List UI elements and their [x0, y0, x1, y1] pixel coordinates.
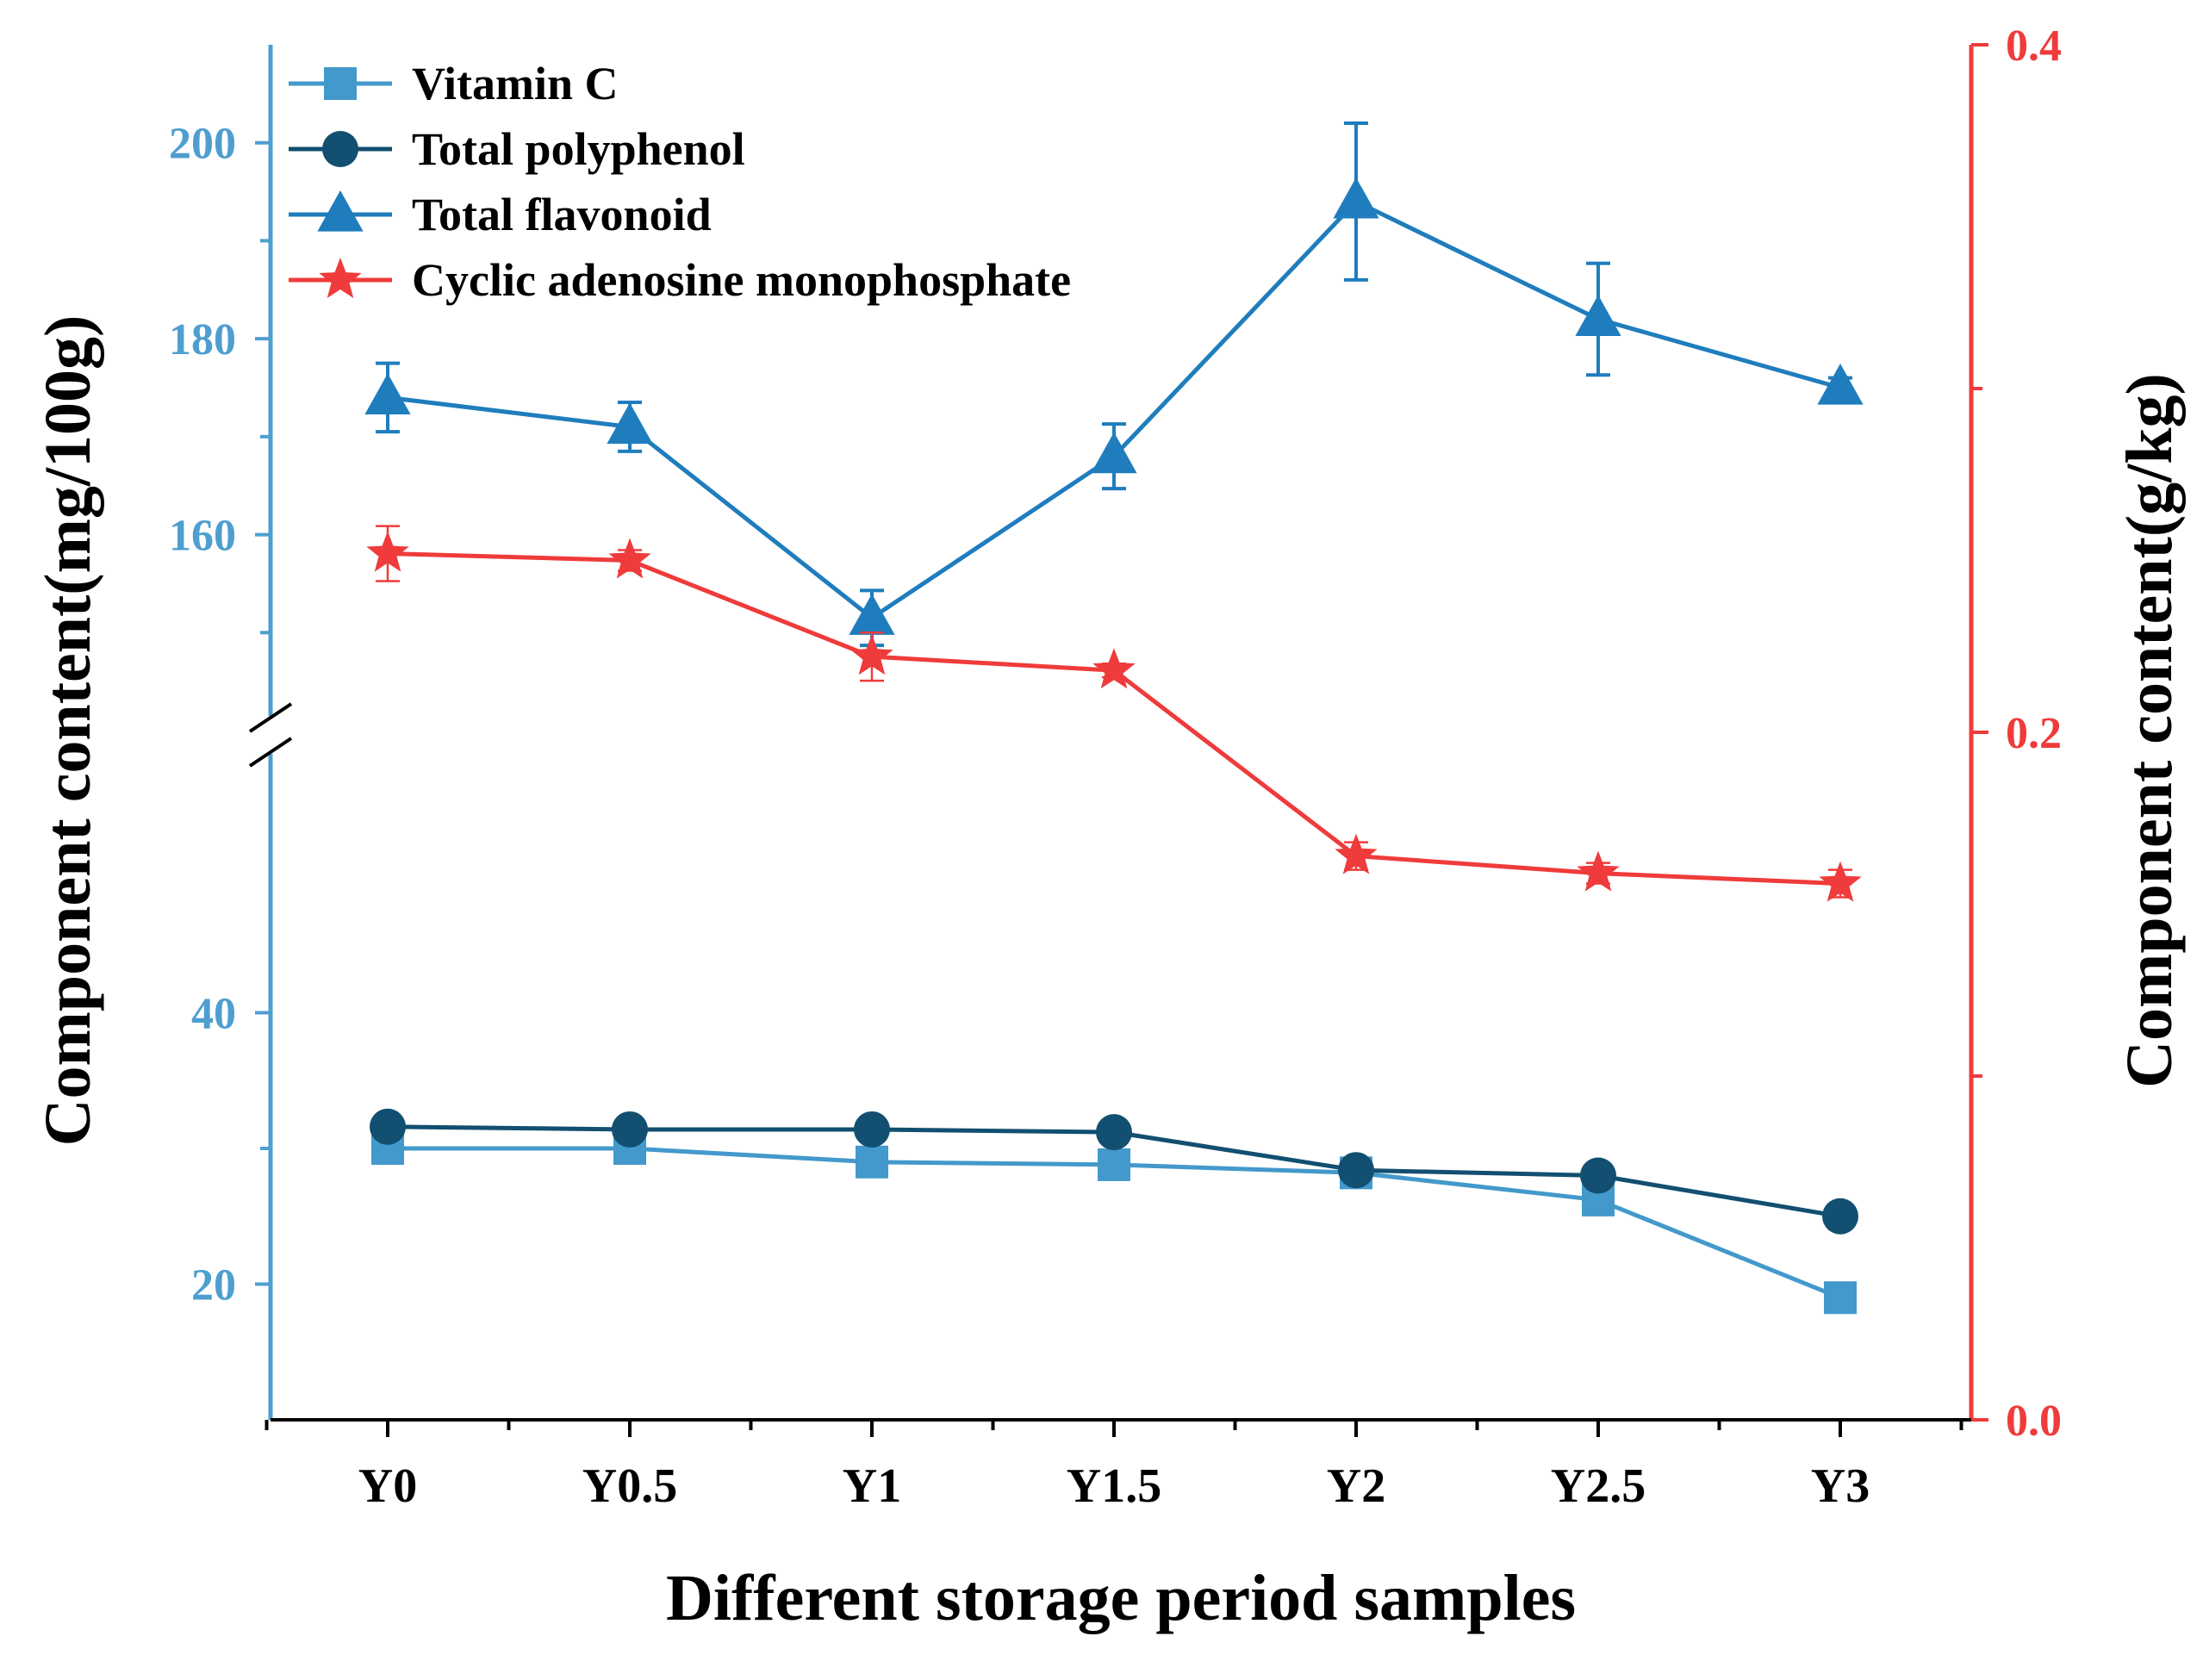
right-tick-label: 0.0 [2006, 1397, 2062, 1446]
left-tick-label: 200 [169, 120, 236, 169]
data-point [608, 538, 651, 579]
data-point [1819, 861, 1862, 902]
data-point [1575, 295, 1621, 336]
x-tick-label: Y2 [1327, 1459, 1385, 1513]
data-point [850, 634, 893, 675]
data-point [1577, 850, 1620, 892]
data-point [849, 594, 895, 635]
data-point [1580, 1157, 1616, 1194]
right-tick-label: 0.4 [2006, 22, 2062, 71]
data-point [1338, 1152, 1374, 1189]
data-point [1822, 1198, 1858, 1235]
series-cyclic-adenosine-monophosphate [366, 525, 1862, 902]
axis-break-mark [248, 737, 293, 768]
legend-label: Total flavonoid [412, 189, 712, 240]
x-tick-label: Y1.5 [1067, 1459, 1161, 1513]
data-point [612, 1111, 648, 1148]
x-tick-label: Y2.5 [1551, 1459, 1646, 1513]
x-tick-label: Y1 [843, 1459, 901, 1513]
legend-marker [322, 131, 358, 167]
x-tick-label: Y0 [358, 1459, 417, 1513]
data-point [1098, 1148, 1130, 1181]
legend-label: Vitamin C [412, 58, 619, 109]
left-tick-label: 20 [191, 1261, 236, 1310]
left-tick-label: 160 [169, 512, 236, 561]
data-point [607, 402, 653, 445]
data-point [366, 531, 409, 572]
data-point [1335, 833, 1378, 874]
legend-marker [317, 190, 364, 232]
right-tick-label: 0.2 [2006, 709, 2062, 758]
series-line [387, 551, 1841, 887]
legend-item: Total polyphenol [289, 123, 745, 175]
legend-label: Cyclic adenosine monophosphate [412, 254, 1071, 306]
legend-item: Total flavonoid [289, 189, 712, 240]
legend-marker [319, 258, 362, 298]
data-point [370, 1108, 406, 1145]
legend-item: Vitamin C [289, 58, 619, 109]
data-point [1817, 364, 1864, 405]
series-total-polyphenol [370, 1108, 1858, 1235]
data-point [1333, 177, 1379, 219]
series-layer [364, 121, 1864, 1315]
legend: Vitamin C Total polyphenol Total flavonoid… [289, 58, 1071, 306]
right-axis-title: Component content(g/kg) [2113, 373, 2186, 1088]
legend-marker [324, 67, 357, 100]
data-point [1092, 648, 1136, 689]
axis-labels: Different storage period samples Componen… [32, 315, 2186, 1634]
x-tick-label: Y0.5 [582, 1459, 677, 1513]
data-point [1091, 432, 1137, 474]
left-axis-title: Component content(mg/100g) [32, 315, 104, 1147]
series-vitamin-c [371, 1132, 1857, 1315]
x-axis-title: Different storage period samples [666, 1562, 1576, 1634]
legend-label: Total polyphenol [412, 123, 745, 175]
left-tick-label: 40 [191, 990, 236, 1039]
left-tick-label: 180 [169, 315, 236, 364]
axes-layer: 20 40 160 180 200 0.0 0.2 0.4 Y0 Y0.5 Y1 Y1.5 Y2 Y2.5… [169, 22, 2062, 1513]
data-point [856, 1145, 888, 1179]
axis-break-mark [248, 702, 293, 733]
data-point [854, 1111, 890, 1148]
data-point [1096, 1114, 1132, 1151]
data-point [364, 373, 411, 414]
x-tick-label: Y3 [1811, 1459, 1870, 1513]
data-point [1824, 1281, 1857, 1315]
legend-item: Cyclic adenosine monophosphate [289, 254, 1071, 306]
